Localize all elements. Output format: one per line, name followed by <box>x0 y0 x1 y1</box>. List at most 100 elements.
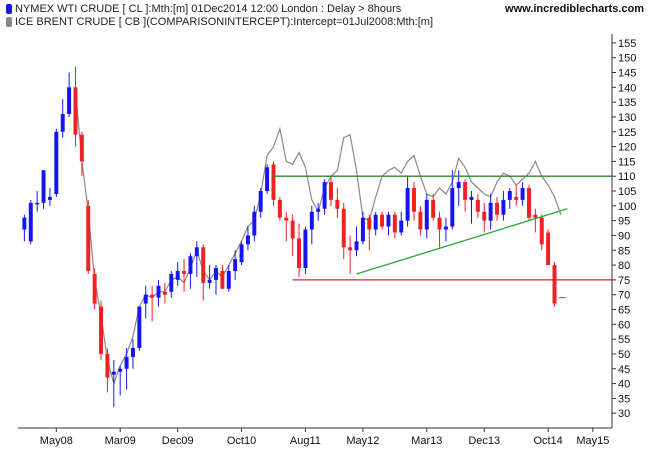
candle-up <box>316 202 321 221</box>
candle-up <box>265 164 270 194</box>
candle-body <box>322 182 327 209</box>
candle-up <box>443 217 448 242</box>
candle-up <box>137 306 142 351</box>
candle-body <box>418 211 423 230</box>
candle-up <box>233 250 238 280</box>
candle-body <box>150 294 155 298</box>
candle-down <box>412 182 416 221</box>
candle-body <box>456 182 461 189</box>
y-tick-label: 110 <box>618 171 636 183</box>
candle-up <box>22 214 27 242</box>
candle-body <box>380 214 385 227</box>
candle-up <box>424 193 429 239</box>
candle-body <box>360 217 365 242</box>
candle-body <box>482 211 487 221</box>
candle-body <box>431 199 436 218</box>
legend-label-brent: ICE BRENT CRUDE [ CB ](COMPARISONINTERCE… <box>15 16 433 28</box>
candle-body <box>309 211 314 230</box>
candle-down <box>105 348 110 393</box>
candle-down <box>392 211 397 239</box>
candle-body <box>514 196 519 200</box>
candle-body <box>463 182 468 200</box>
candle-body <box>412 188 416 212</box>
candle-down <box>162 282 167 304</box>
candle-body <box>392 214 397 233</box>
candle-up <box>188 253 193 289</box>
candle-body <box>182 270 187 274</box>
wti-candles <box>22 66 566 408</box>
candle-down <box>335 188 340 218</box>
candle-body <box>252 211 257 236</box>
candle-down <box>201 244 206 301</box>
candle-body <box>341 208 346 248</box>
candle-down <box>220 265 225 289</box>
candle-up <box>130 339 135 369</box>
y-tick-label: 95 <box>618 216 630 228</box>
candle-down <box>348 235 353 274</box>
candle-body <box>367 217 372 230</box>
candle-body <box>354 241 359 251</box>
candle-up <box>239 241 244 266</box>
candle-down <box>341 202 346 260</box>
candle-up <box>118 365 123 396</box>
legend-series-brent: ICE BRENT CRUDE [ CB ](COMPARISONINTERCE… <box>6 16 433 28</box>
candle-up <box>258 188 263 218</box>
y-tick-label: 35 <box>618 393 630 405</box>
candle-down <box>380 211 385 230</box>
candle-up <box>67 72 72 117</box>
candle-body <box>22 217 27 230</box>
candle-body <box>130 348 135 357</box>
candle-body <box>207 279 212 283</box>
candle-down <box>284 211 289 242</box>
candle-down <box>150 285 155 322</box>
candle-down <box>73 66 78 147</box>
candle-body <box>335 199 340 209</box>
candle-up <box>252 205 257 242</box>
candle-down <box>514 185 519 206</box>
x-tick-label: Aug11 <box>290 435 321 447</box>
x-tick-label: Oct10 <box>227 435 256 447</box>
candle-body <box>118 368 123 372</box>
candle-up <box>214 265 218 295</box>
candle-body <box>316 208 321 212</box>
candle-body <box>60 113 65 132</box>
candle-up <box>354 226 359 257</box>
candle-body <box>328 182 333 200</box>
y-tick-label: 80 <box>618 260 630 272</box>
candle-body <box>67 87 72 114</box>
candle-down <box>533 208 538 233</box>
candle-down <box>79 131 84 177</box>
y-tick-label: 155 <box>618 38 636 50</box>
candle-up <box>124 348 129 390</box>
y-tick-label: 90 <box>618 230 630 242</box>
candle-down <box>526 185 531 221</box>
candle-body <box>41 170 46 203</box>
y-tick-label: 120 <box>618 142 636 154</box>
candle-down <box>86 199 91 274</box>
candle-up <box>450 170 455 230</box>
candle-up <box>507 188 512 209</box>
candle-body <box>220 270 225 289</box>
candle-up <box>28 199 33 245</box>
candle-up <box>54 128 59 197</box>
trendline-rising-support <box>356 208 568 275</box>
candle-body <box>73 87 78 135</box>
candle-body <box>290 220 295 239</box>
candle-up <box>245 226 250 251</box>
candle-up <box>360 211 365 245</box>
candle-up <box>156 279 161 307</box>
y-tick-label: 70 <box>618 290 630 302</box>
y-tick-label: 115 <box>618 156 636 168</box>
candle-down <box>431 193 436 221</box>
y-tick-label: 130 <box>618 112 636 124</box>
candle-up <box>226 265 231 292</box>
candle-up <box>520 182 525 206</box>
candle-up <box>322 179 327 215</box>
candle-body <box>92 273 97 304</box>
candle-body <box>348 247 353 251</box>
site-watermark: www.incrediblecharts.com <box>505 3 644 15</box>
candle-body <box>303 229 308 269</box>
candle-body <box>405 188 410 221</box>
candle-up <box>111 359 116 408</box>
candle-body <box>258 191 263 212</box>
